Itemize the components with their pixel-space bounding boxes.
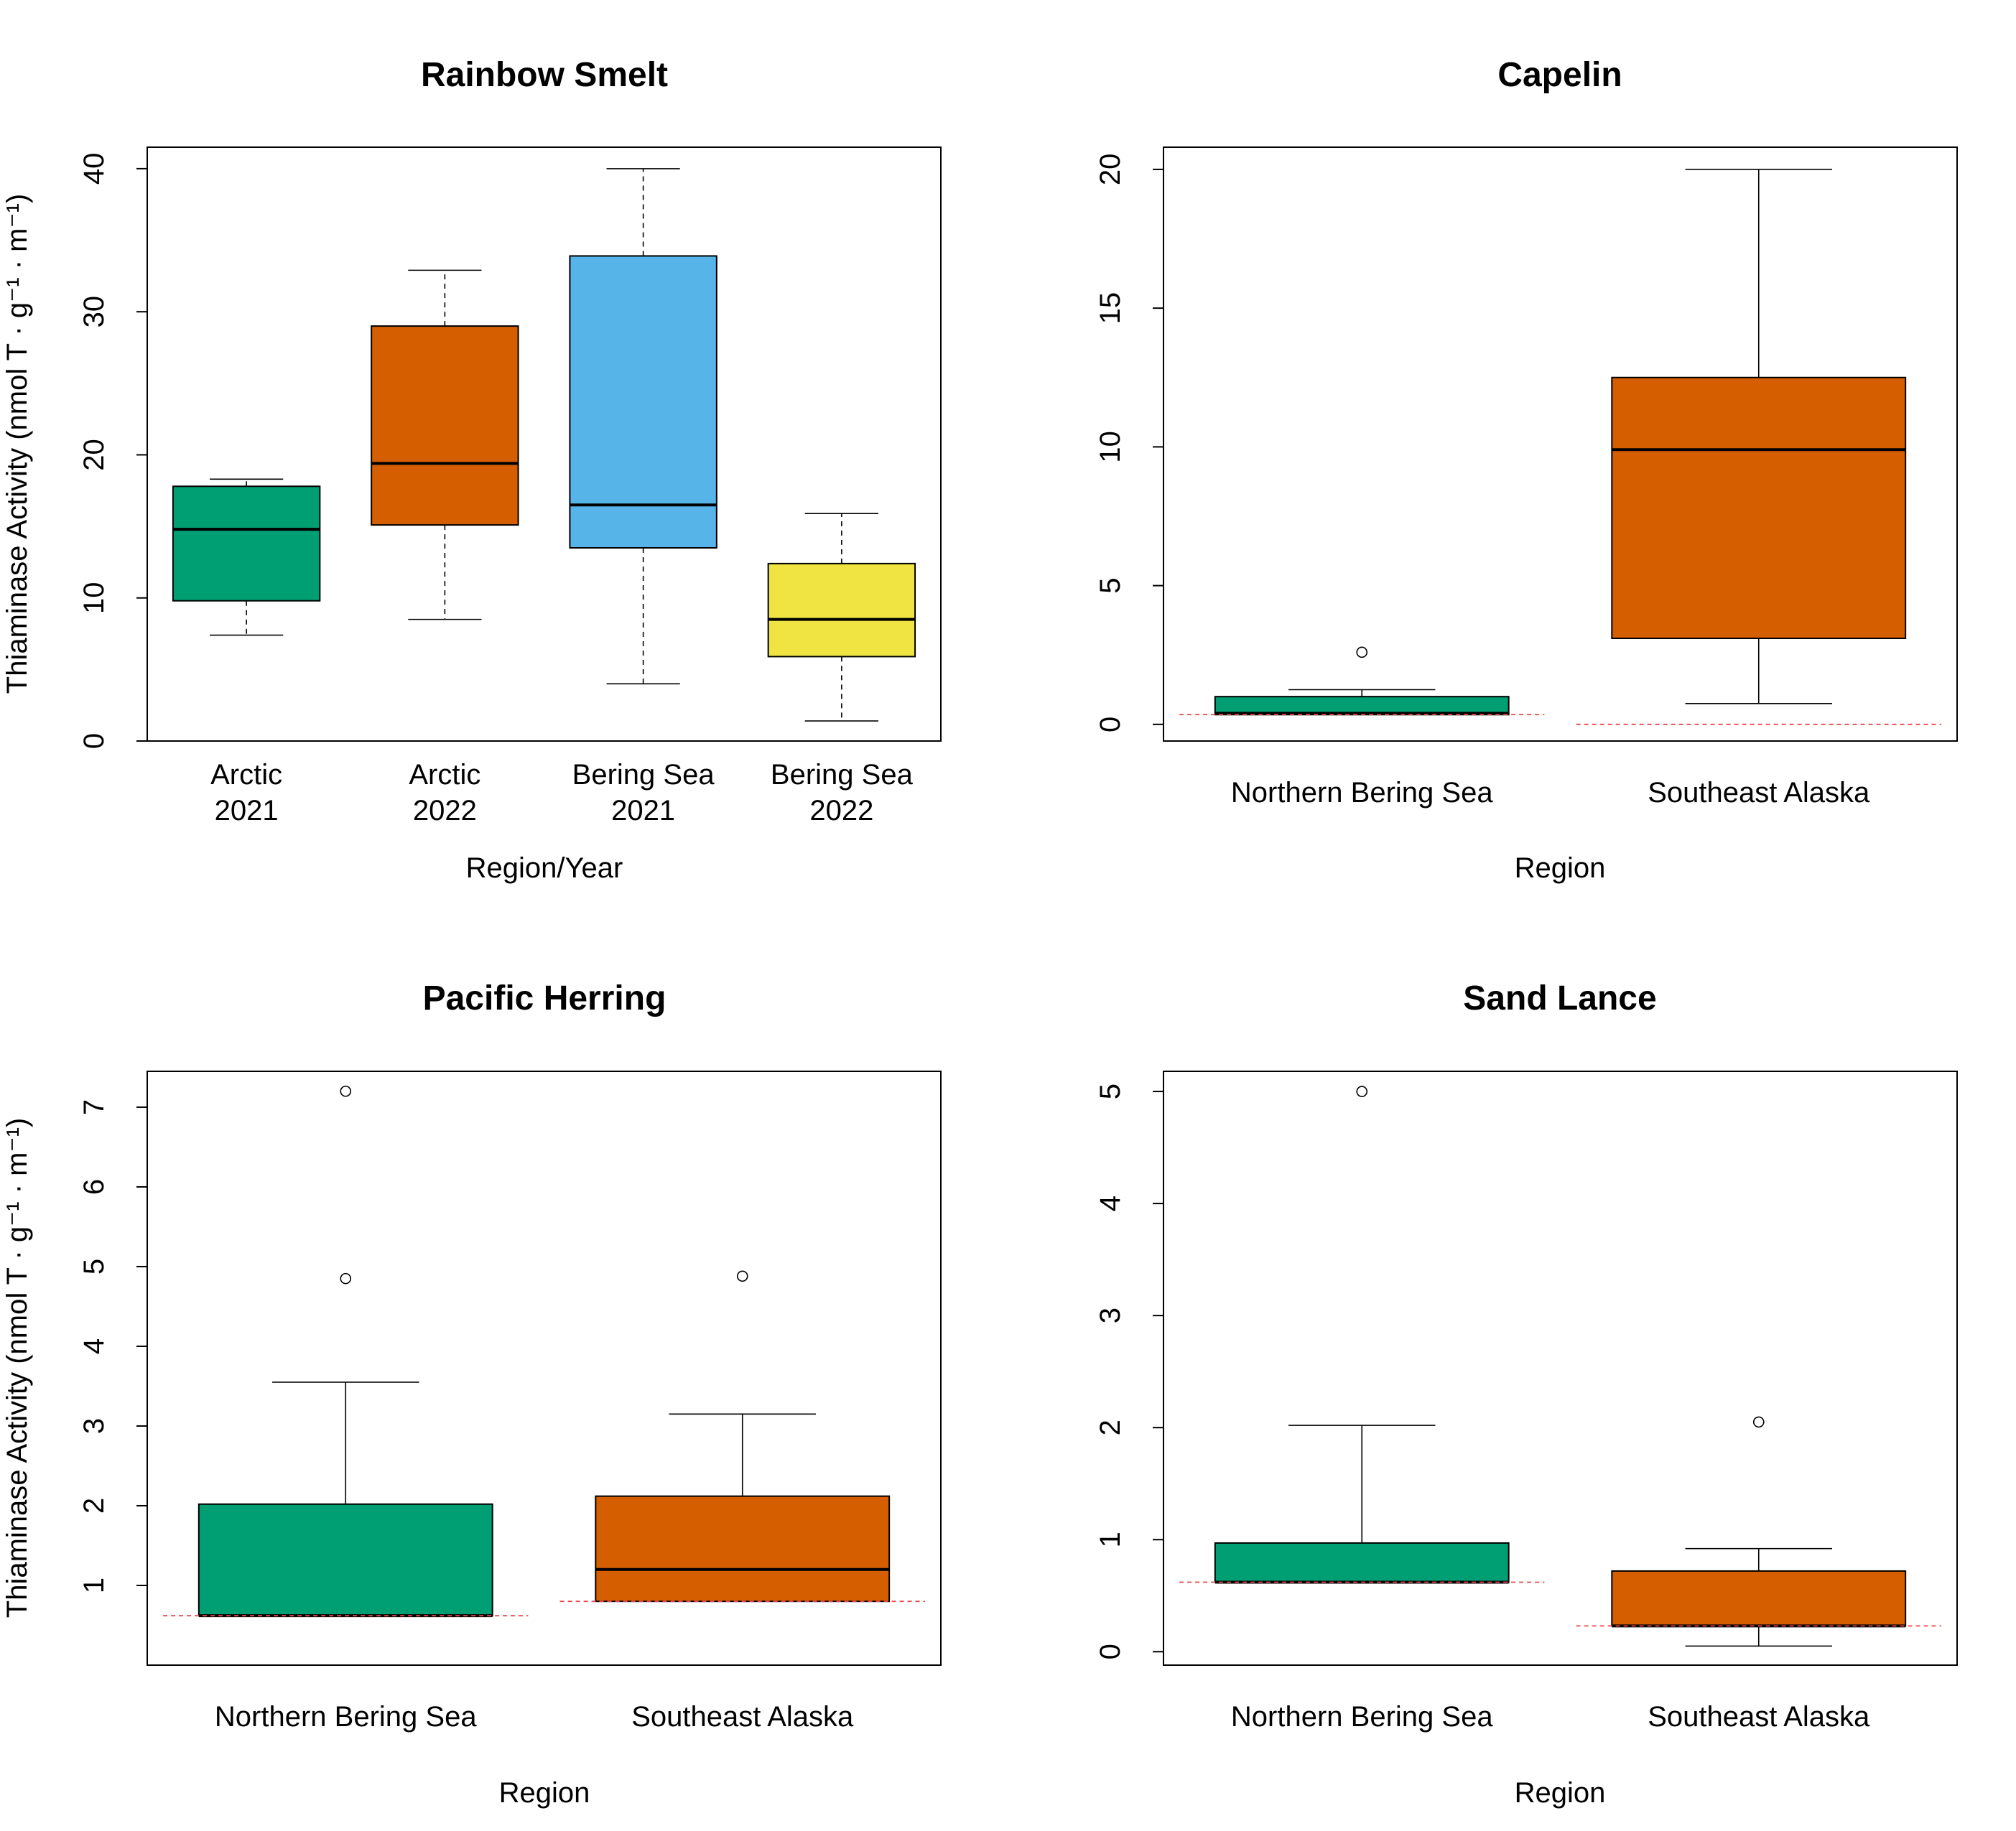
y-axis-label: Thiaminase Activity (nmol T · g⁻¹ · m⁻¹) bbox=[1, 1118, 33, 1618]
y-tick-label: 10 bbox=[1095, 431, 1126, 463]
x-tick-label: Arctic bbox=[210, 759, 282, 791]
x-tick-label: Southeast Alaska bbox=[1648, 777, 1870, 809]
y-tick-label: 20 bbox=[78, 439, 110, 471]
plot-area: 0 10 20 30 40 Arctic 2021 Arctic 2022 Bering Sea 2… bbox=[78, 153, 916, 826]
x-axis-label: Region/Year bbox=[466, 852, 623, 884]
panel-title: Pacific Herring bbox=[423, 979, 666, 1017]
y-tick-label: 4 bbox=[1095, 1196, 1126, 1211]
outlier-point bbox=[340, 1085, 352, 1097]
box bbox=[198, 1503, 493, 1617]
y-tick-label: 6 bbox=[78, 1179, 110, 1195]
y-tick-label: 15 bbox=[1095, 292, 1126, 325]
panel-title: Capelin bbox=[1497, 56, 1622, 94]
panel-capelin: Capelin 0 5 10 15 20 Northern Bering Sea South… bbox=[1095, 56, 1958, 884]
x-tick-label: Southeast Alaska bbox=[1648, 1701, 1870, 1733]
x-tick-label: Bering Sea bbox=[771, 759, 914, 791]
panel-sand-lance: Sand Lance 0 1 2 3 4 5 Northern Bering Sea Sout… bbox=[1095, 979, 1958, 1809]
x-tick-label: Northern Bering Sea bbox=[1231, 777, 1493, 809]
x-tick-label: Northern Bering Sea bbox=[215, 1701, 477, 1733]
x-axis-label: Region bbox=[1515, 852, 1606, 884]
plot-frame bbox=[147, 146, 942, 742]
y-tick-label: 0 bbox=[78, 733, 110, 749]
x-axis-label: Region bbox=[499, 1777, 590, 1809]
y-tick-label: 1 bbox=[78, 1578, 110, 1593]
y-tick-label: 30 bbox=[78, 296, 110, 328]
panel-pacific-herring: Pacific Herring 1 2 3 4 5 6 7 Northern Bering S… bbox=[1, 979, 942, 1809]
y-tick-label: 0 bbox=[1095, 1644, 1126, 1659]
panel-title: Sand Lance bbox=[1463, 979, 1656, 1017]
box bbox=[569, 255, 717, 549]
y-tick-label: 40 bbox=[78, 153, 110, 185]
box bbox=[595, 1495, 891, 1603]
box bbox=[767, 562, 916, 658]
outlier-point bbox=[1752, 1416, 1765, 1428]
box bbox=[1214, 1542, 1510, 1583]
x-tick-label: Southeast Alaska bbox=[631, 1701, 854, 1733]
y-tick-label: 0 bbox=[1095, 717, 1126, 732]
box bbox=[371, 325, 519, 526]
outlier-point bbox=[1356, 646, 1368, 658]
outlier-point bbox=[1356, 1086, 1368, 1097]
y-tick-label: 10 bbox=[78, 582, 110, 614]
plot-area: 0 5 10 15 20 Northern Bering Sea Southeast Ala… bbox=[1095, 154, 1941, 809]
y-tick-label: 3 bbox=[78, 1418, 110, 1434]
plot-frame bbox=[147, 1071, 942, 1666]
x-tick-label: Northern Bering Sea bbox=[1231, 1701, 1493, 1733]
box bbox=[1611, 1570, 1907, 1627]
panel-rainbow-smelt: Rainbow Smelt 0 10 20 30 40 Arctic 2021 Arctic 2… bbox=[1, 56, 942, 884]
plot-frame bbox=[1163, 1071, 1958, 1666]
x-axis-label: Region bbox=[1515, 1777, 1606, 1809]
outlier-point bbox=[736, 1270, 748, 1282]
y-tick-label: 2 bbox=[1095, 1420, 1126, 1435]
panel-title: Rainbow Smelt bbox=[421, 56, 668, 94]
y-tick-label: 7 bbox=[78, 1099, 110, 1115]
box bbox=[1214, 696, 1510, 716]
x-tick-label: Arctic bbox=[409, 759, 480, 791]
x-tick-label: Bering Sea bbox=[572, 759, 715, 791]
plot-area: 0 1 2 3 4 5 Northern Bering Sea Southeast Alask… bbox=[1095, 1084, 1941, 1733]
y-tick-label: 2 bbox=[78, 1498, 110, 1514]
y-axis-label: Thiaminase Activity (nmol T · g⁻¹ · m⁻¹) bbox=[1, 194, 33, 694]
outlier-point bbox=[340, 1272, 352, 1285]
y-tick-label: 4 bbox=[78, 1338, 110, 1354]
plot-frame bbox=[1163, 146, 1958, 742]
x-tick-label: 2022 bbox=[413, 795, 477, 826]
box bbox=[1611, 376, 1907, 640]
y-tick-label: 1 bbox=[1095, 1532, 1126, 1547]
x-tick-label: 2022 bbox=[809, 795, 873, 826]
y-tick-label: 20 bbox=[1095, 154, 1126, 186]
y-tick-label: 5 bbox=[78, 1259, 110, 1275]
y-tick-label: 5 bbox=[1095, 1084, 1126, 1099]
box bbox=[172, 485, 321, 602]
x-tick-label: 2021 bbox=[215, 795, 279, 826]
plot-area: 1 2 3 4 5 6 7 Northern Bering Sea Southeast Alas… bbox=[78, 1085, 925, 1733]
x-tick-label: 2021 bbox=[611, 795, 675, 826]
y-tick-label: 5 bbox=[1095, 577, 1126, 593]
y-tick-label: 3 bbox=[1095, 1308, 1126, 1323]
